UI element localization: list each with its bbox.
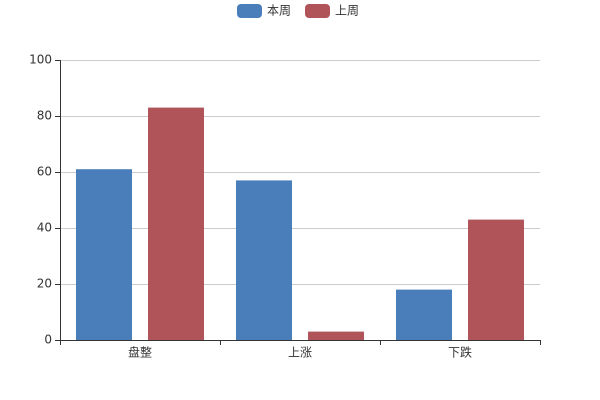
x-tick-label: 盘整 xyxy=(128,345,152,360)
legend-label[interactable]: 上周 xyxy=(335,4,359,18)
y-tick-label: 20 xyxy=(37,277,52,291)
bar xyxy=(76,169,132,340)
legend-swatch[interactable] xyxy=(237,4,262,18)
legend-label[interactable]: 本周 xyxy=(267,4,291,18)
y-tick-label: 60 xyxy=(37,165,52,179)
x-tick-label: 上涨 xyxy=(288,345,312,360)
y-tick-label: 0 xyxy=(44,333,52,347)
x-tick-label: 下跌 xyxy=(448,345,472,360)
bar xyxy=(468,219,524,340)
y-tick-label: 100 xyxy=(29,53,52,67)
bar xyxy=(148,107,204,340)
bar xyxy=(396,289,452,340)
bar xyxy=(236,180,292,340)
legend-swatch[interactable] xyxy=(305,4,330,18)
bar xyxy=(308,331,364,340)
y-tick-label: 80 xyxy=(37,109,52,123)
y-tick-label: 40 xyxy=(37,221,52,235)
